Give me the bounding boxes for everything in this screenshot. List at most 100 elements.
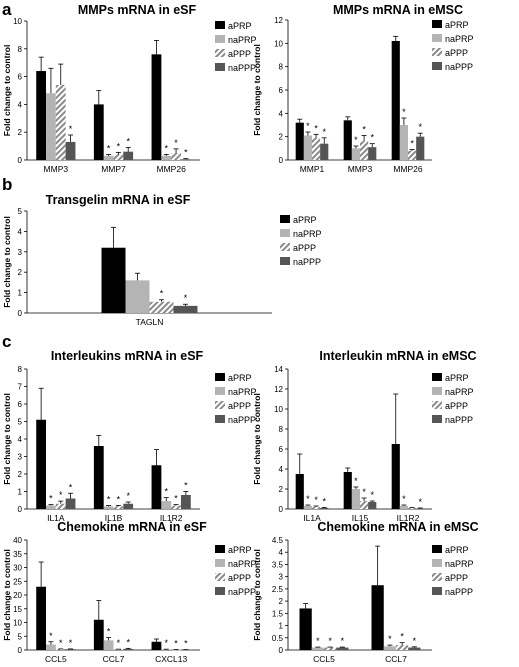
significance-star: * [126,136,130,146]
significance-star: * [165,143,169,153]
bar-aPRP-CCL7 [371,585,384,650]
bar-aPRP-CXCL13 [151,641,162,650]
legend-swatch-aPPP [215,401,225,409]
bar-aPRP-MMP7 [93,104,104,160]
bar-naPPP-CCL5 [65,649,76,650]
y-tick-label: 30 [13,564,22,573]
significance-star: * [107,627,111,637]
y-tick-label: 0 [279,646,284,655]
y-tick-label: 2 [279,133,284,142]
y-axis-label: Fold change to control [2,393,12,485]
y-tick-label: 8 [18,365,23,374]
bar-aPPP-IL1A [312,507,321,509]
bar-aPRP-TAGLN [101,247,126,313]
y-tick-label: 0 [279,156,284,165]
panel-label-b: b [2,175,12,194]
bar-aPPP-MMP26 [171,153,181,160]
bar-aPPP-TAGLN [149,301,174,313]
legend-swatch-naPRP [280,229,290,237]
bar-naPRP-MMP1 [303,135,312,160]
legend-label-naPRP: naPRP [293,229,322,239]
category-label: IL15 [352,513,369,523]
category-label: CXCL13 [155,654,187,664]
legend-label-naPRP: naPRP [228,559,257,569]
significance-star: * [184,481,188,491]
bar-naPRP-CCL7 [103,640,114,650]
bar-naPPP-MMP7 [123,151,134,160]
bar-aPPP-IL15 [360,501,369,509]
y-tick-label: 4 [18,100,23,109]
chart-5: Interleukin mRNA in eMSC Fold change to c… [252,349,477,523]
y-tick-label: 10 [13,619,22,628]
bar-naPPP-CCL7 [123,648,134,650]
legend-label-naPPP: naPPP [445,62,473,72]
y-tick-label: 6 [18,400,23,409]
legend-swatch-naPPP [432,587,442,595]
legend-swatch-naPPP [280,257,290,265]
y-tick-label: 1 [18,488,23,497]
significance-star: * [402,494,406,504]
y-tick-label: 5 [18,207,23,216]
significance-star: * [184,639,188,649]
legend-label-aPPP: aPPP [445,401,468,411]
y-tick-label: 1 [279,622,284,631]
legend-swatch-aPPP [432,48,442,56]
y-tick-label: 3.5 [272,560,284,569]
significance-star: * [117,495,121,505]
significance-star: * [126,491,130,501]
bar-aPPP-MMP3 [55,84,66,160]
bar-aPRP-CCL5 [36,586,47,650]
category-label: IL1R2 [397,513,420,523]
category-label: IL1R2 [160,513,183,523]
y-tick-label: 6 [279,86,284,95]
legend-swatch-naPRP [432,387,442,395]
y-tick-label: 0 [18,309,23,318]
significance-star: * [184,148,188,158]
bar-naPRP-IL1A [46,505,56,509]
significance-star: * [174,138,178,148]
category-label: MMP26 [157,164,187,174]
bar-aPPP-IL1R2 [171,505,181,509]
legend-swatch-aPPP [432,573,442,581]
category-label: MMP3 [44,164,69,174]
significance-star: * [69,124,73,134]
significance-star: * [400,632,404,642]
significance-star: * [117,141,121,151]
y-tick-label: 8 [18,45,23,54]
y-axis-label: Fold change to control [2,549,12,641]
category-label: IL1A [47,513,65,523]
legend-label-aPPP: aPPP [293,243,316,253]
legend-swatch-aPPP [215,49,225,57]
legend-swatch-aPRP [280,215,290,223]
significance-star: * [107,495,111,505]
significance-star: * [354,476,358,486]
legend-label-naPPP: naPPP [228,63,256,73]
bar-aPRP-MMP26 [391,41,400,160]
legend-label-naPRP: naPRP [445,34,474,44]
legend-label-naPPP: naPPP [445,587,473,597]
significance-star: * [418,497,422,507]
bar-naPPP-CCL7 [408,647,421,650]
y-tick-label: 2 [279,597,284,606]
bar-aPPP-MMP7 [113,154,124,160]
significance-star: * [328,636,332,646]
y-tick-label: 35 [13,550,22,559]
chart-2: MMPs mRNA in eMSC Fold change to control 0… [252,3,474,174]
significance-star: * [388,634,392,644]
legend-swatch-naPRP [432,559,442,567]
significance-star: * [370,490,374,500]
legend-label-naPRP: naPRP [228,35,257,45]
significance-star: * [174,494,178,504]
legend-label-aPRP: aPRP [228,545,252,555]
significance-star: * [362,125,366,135]
significance-star: * [314,495,318,505]
bar-naPPP-CCL5 [336,647,349,650]
legend-label-naPRP: naPRP [445,559,474,569]
charts-layer: MMPs mRNA in eSF Fold change to control 0 2… [2,3,479,664]
y-tick-label: 2 [18,470,23,479]
legend-swatch-aPRP [215,373,225,381]
legend-swatch-naPPP [215,63,225,71]
chart-title: MMPs mRNA in eMSC [333,3,463,17]
significance-star: * [362,487,366,497]
legend-label-naPRP: naPRP [228,387,257,397]
